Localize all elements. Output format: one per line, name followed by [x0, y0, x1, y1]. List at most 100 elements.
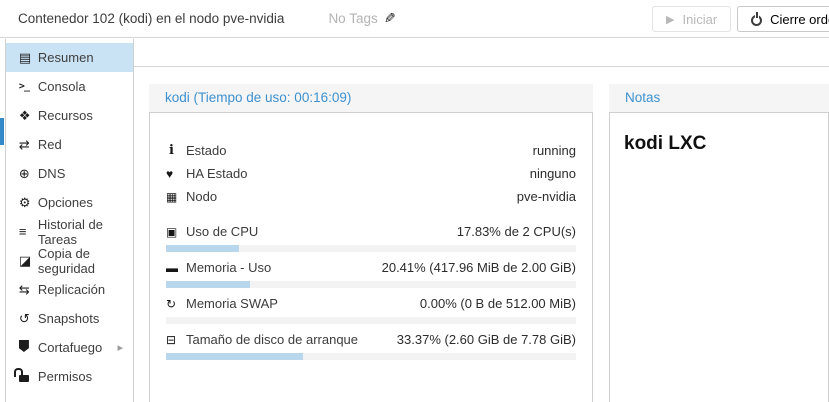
summary-row-main: ⊟ Tamaño de disco de arranque 33.37% (2.60…: [166, 328, 576, 351]
summary-row-nodo: ▦ Nodo pve-nvidia: [166, 185, 576, 208]
shield-icon: [18, 340, 29, 352]
book-icon: ▤: [18, 49, 32, 65]
sidebar-item-dns[interactable]: ⊕ DNS: [6, 159, 133, 188]
sidebar-item-label: Cortafuego: [37, 340, 103, 355]
swap-icon: ↻: [166, 296, 177, 311]
summary-row-main: ↻ Memoria SWAP 0.00% (0 B de 512.00 MiB): [166, 292, 576, 315]
start-button[interactable]: ▶ Iniciar: [652, 6, 732, 32]
sidebar-item-permisos[interactable]: Permisos: [6, 362, 133, 391]
sidebar-item-label: Consola: [37, 79, 86, 94]
chevron-right-icon: ▸: [117, 342, 123, 354]
edit-pencil-icon[interactable]: ✎: [383, 10, 396, 26]
progress-bar-fill: [166, 245, 240, 252]
unlock-icon: [13, 367, 38, 385]
summary-row-main: ▣ Uso de CPU 17.83% de 2 CPU(s): [166, 220, 576, 243]
tags-label: No Tags: [328, 11, 378, 26]
sidebar-item-label: DNS: [37, 166, 66, 181]
summary-row-main: i Estado running: [166, 139, 576, 162]
globe-icon: ⊕: [18, 165, 30, 181]
tags-control[interactable]: No Tags ✎: [328, 10, 395, 27]
summary-row-main: ♥ HA Estado ninguno: [166, 162, 576, 185]
terminal-icon: >_: [18, 81, 30, 92]
progress-bar: [166, 353, 576, 360]
disk-icon: ⊟: [166, 332, 177, 347]
floppy-icon: ◪: [18, 252, 32, 268]
summary-row-estado: i Estado running: [166, 139, 576, 162]
shield-icon: [18, 340, 38, 355]
panels-row: kodi (Tiempo de uso: 00:16:09) i Estado ru…: [134, 67, 829, 402]
sidebar-item-cortafuego[interactable]: Cortafuego ▸: [6, 333, 133, 362]
sidebar-item-label: Opciones: [37, 195, 93, 210]
network-arrows-icon: ⇄: [18, 136, 30, 152]
summary-row-value: 17.83% de 2 CPU(s): [456, 224, 576, 239]
sidebar-item-label: Red: [37, 137, 62, 152]
title-bar: Contenedor 102 (kodi) en el nodo pve-nvi…: [0, 0, 829, 38]
summary-row-value: 20.41% (417.96 MiB de 2.00 GiB): [381, 260, 576, 275]
summary-row-label: HA Estado: [186, 166, 248, 181]
resource-tree-edge: [0, 39, 6, 402]
sidebar-item-label: Snapshots: [37, 311, 100, 326]
notes-panel-body[interactable]: kodi LXC: [609, 112, 829, 402]
sidebar-item-replicacion[interactable]: ⇆ Replicación: [6, 275, 133, 304]
sidebar-item-resumen[interactable]: ▤ Resumen: [5, 43, 133, 72]
memory-icon: ▬: [166, 260, 178, 275]
history-icon: ↺: [18, 310, 30, 326]
summary-row-label: Tamaño de disco de arranque: [186, 332, 359, 347]
summary-row-main: ▦ Nodo pve-nvidia: [166, 185, 576, 208]
play-icon: ▶: [666, 13, 675, 26]
body-row: ▤ Resumen >_ Consola ❖ Recursos ⇄ Red ⊕ DNS ⚙ Opcio…: [0, 39, 829, 402]
sidebar-item-consola[interactable]: >_ Consola: [6, 72, 133, 101]
shutdown-button-label: Cierre ordena: [770, 11, 829, 27]
sidebar-menu: ▤ Resumen >_ Consola ❖ Recursos ⇄ Red ⊕ DNS ⚙ Opcio…: [5, 39, 134, 402]
shutdown-button[interactable]: Cierre ordena: [737, 6, 829, 32]
summary-row-value: pve-nvidia: [516, 189, 576, 204]
summary-row-label: Uso de CPU: [186, 224, 259, 239]
progress-bar: [166, 245, 576, 252]
info-icon: i: [169, 143, 174, 158]
summary-row-main: ▬ Memoria - Uso 20.41% (417.96 MiB de 2.00…: [166, 256, 576, 279]
summary-row-label: Memoria SWAP: [186, 296, 278, 311]
summary-row-ha-estado: ♥ HA Estado ninguno: [166, 162, 576, 185]
sidebar-item-opciones[interactable]: ⚙ Opciones: [6, 188, 133, 217]
notes-content: kodi LXC: [624, 133, 707, 154]
sidebar-item-historial-de-tareas[interactable]: ≡ Historial de Tareas: [6, 216, 133, 247]
tree-selection-marker: [0, 118, 4, 145]
cpu-icon: ▣: [166, 224, 178, 239]
summary-row-memoria-swap: ↻ Memoria SWAP 0.00% (0 B de 512.00 MiB): [166, 292, 576, 324]
summary-row-value: 33.37% (2.60 GiB de 7.78 GiB): [396, 332, 576, 347]
node-icon: ▦: [166, 189, 178, 204]
sidebar-item-snapshots[interactable]: ↺ Snapshots: [6, 304, 133, 333]
summary-row-value: ninguno: [529, 166, 576, 181]
power-icon: [751, 14, 763, 26]
sidebar-item-label: Resumen: [37, 50, 94, 65]
replication-arrows-icon: ⇆: [18, 281, 30, 297]
progress-bar: [166, 281, 576, 288]
sidebar-item-label: Replicación: [37, 282, 106, 297]
summary-row-label: Memoria - Uso: [186, 260, 272, 275]
summary-row-label: Nodo: [186, 189, 218, 204]
sidebar-item-label: Recursos: [37, 108, 93, 123]
action-buttons: ▶ Iniciar Cierre ordena: [652, 6, 829, 32]
summary-row-memoria-uso: ▬ Memoria - Uso 20.41% (417.96 MiB de 2.00…: [166, 256, 576, 288]
sidebar-item-label: Historial de Tareas: [37, 216, 103, 247]
start-button-label: Iniciar: [682, 11, 718, 27]
progress-bar-fill: [166, 353, 303, 360]
content-area: kodi (Tiempo de uso: 00:16:09) i Estado ru…: [134, 39, 829, 402]
notes-panel: Notas kodi LXC: [609, 84, 829, 402]
sidebar-item-label: Permisos: [37, 369, 93, 384]
summary-panel: kodi (Tiempo de uso: 00:16:09) i Estado ru…: [149, 84, 593, 402]
summary-panel-header: kodi (Tiempo de uso: 00:16:09): [149, 84, 593, 112]
task-list-icon: ≡: [18, 224, 27, 239]
progress-bar: [166, 317, 576, 324]
summary-row-tamano-de-disco-de-arranque: ⊟ Tamaño de disco de arranque 33.37% (2.60…: [166, 328, 576, 360]
sidebar-item-label: Copia de seguridad: [37, 245, 96, 276]
page-title: Contenedor 102 (kodi) en el nodo pve-nvi…: [18, 11, 285, 26]
sidebar-item-copia-de-seguridad[interactable]: ◪ Copia de seguridad: [6, 245, 133, 276]
unlock-icon: [13, 367, 29, 382]
sidebar-item-recursos[interactable]: ❖ Recursos: [6, 101, 133, 130]
sidebar-item-red[interactable]: ⇄ Red: [6, 130, 133, 159]
summary-row-label: Estado: [186, 143, 227, 158]
summary-row-value: 0.00% (0 B de 512.00 MiB): [419, 296, 576, 311]
content-toolbar: [134, 39, 829, 67]
